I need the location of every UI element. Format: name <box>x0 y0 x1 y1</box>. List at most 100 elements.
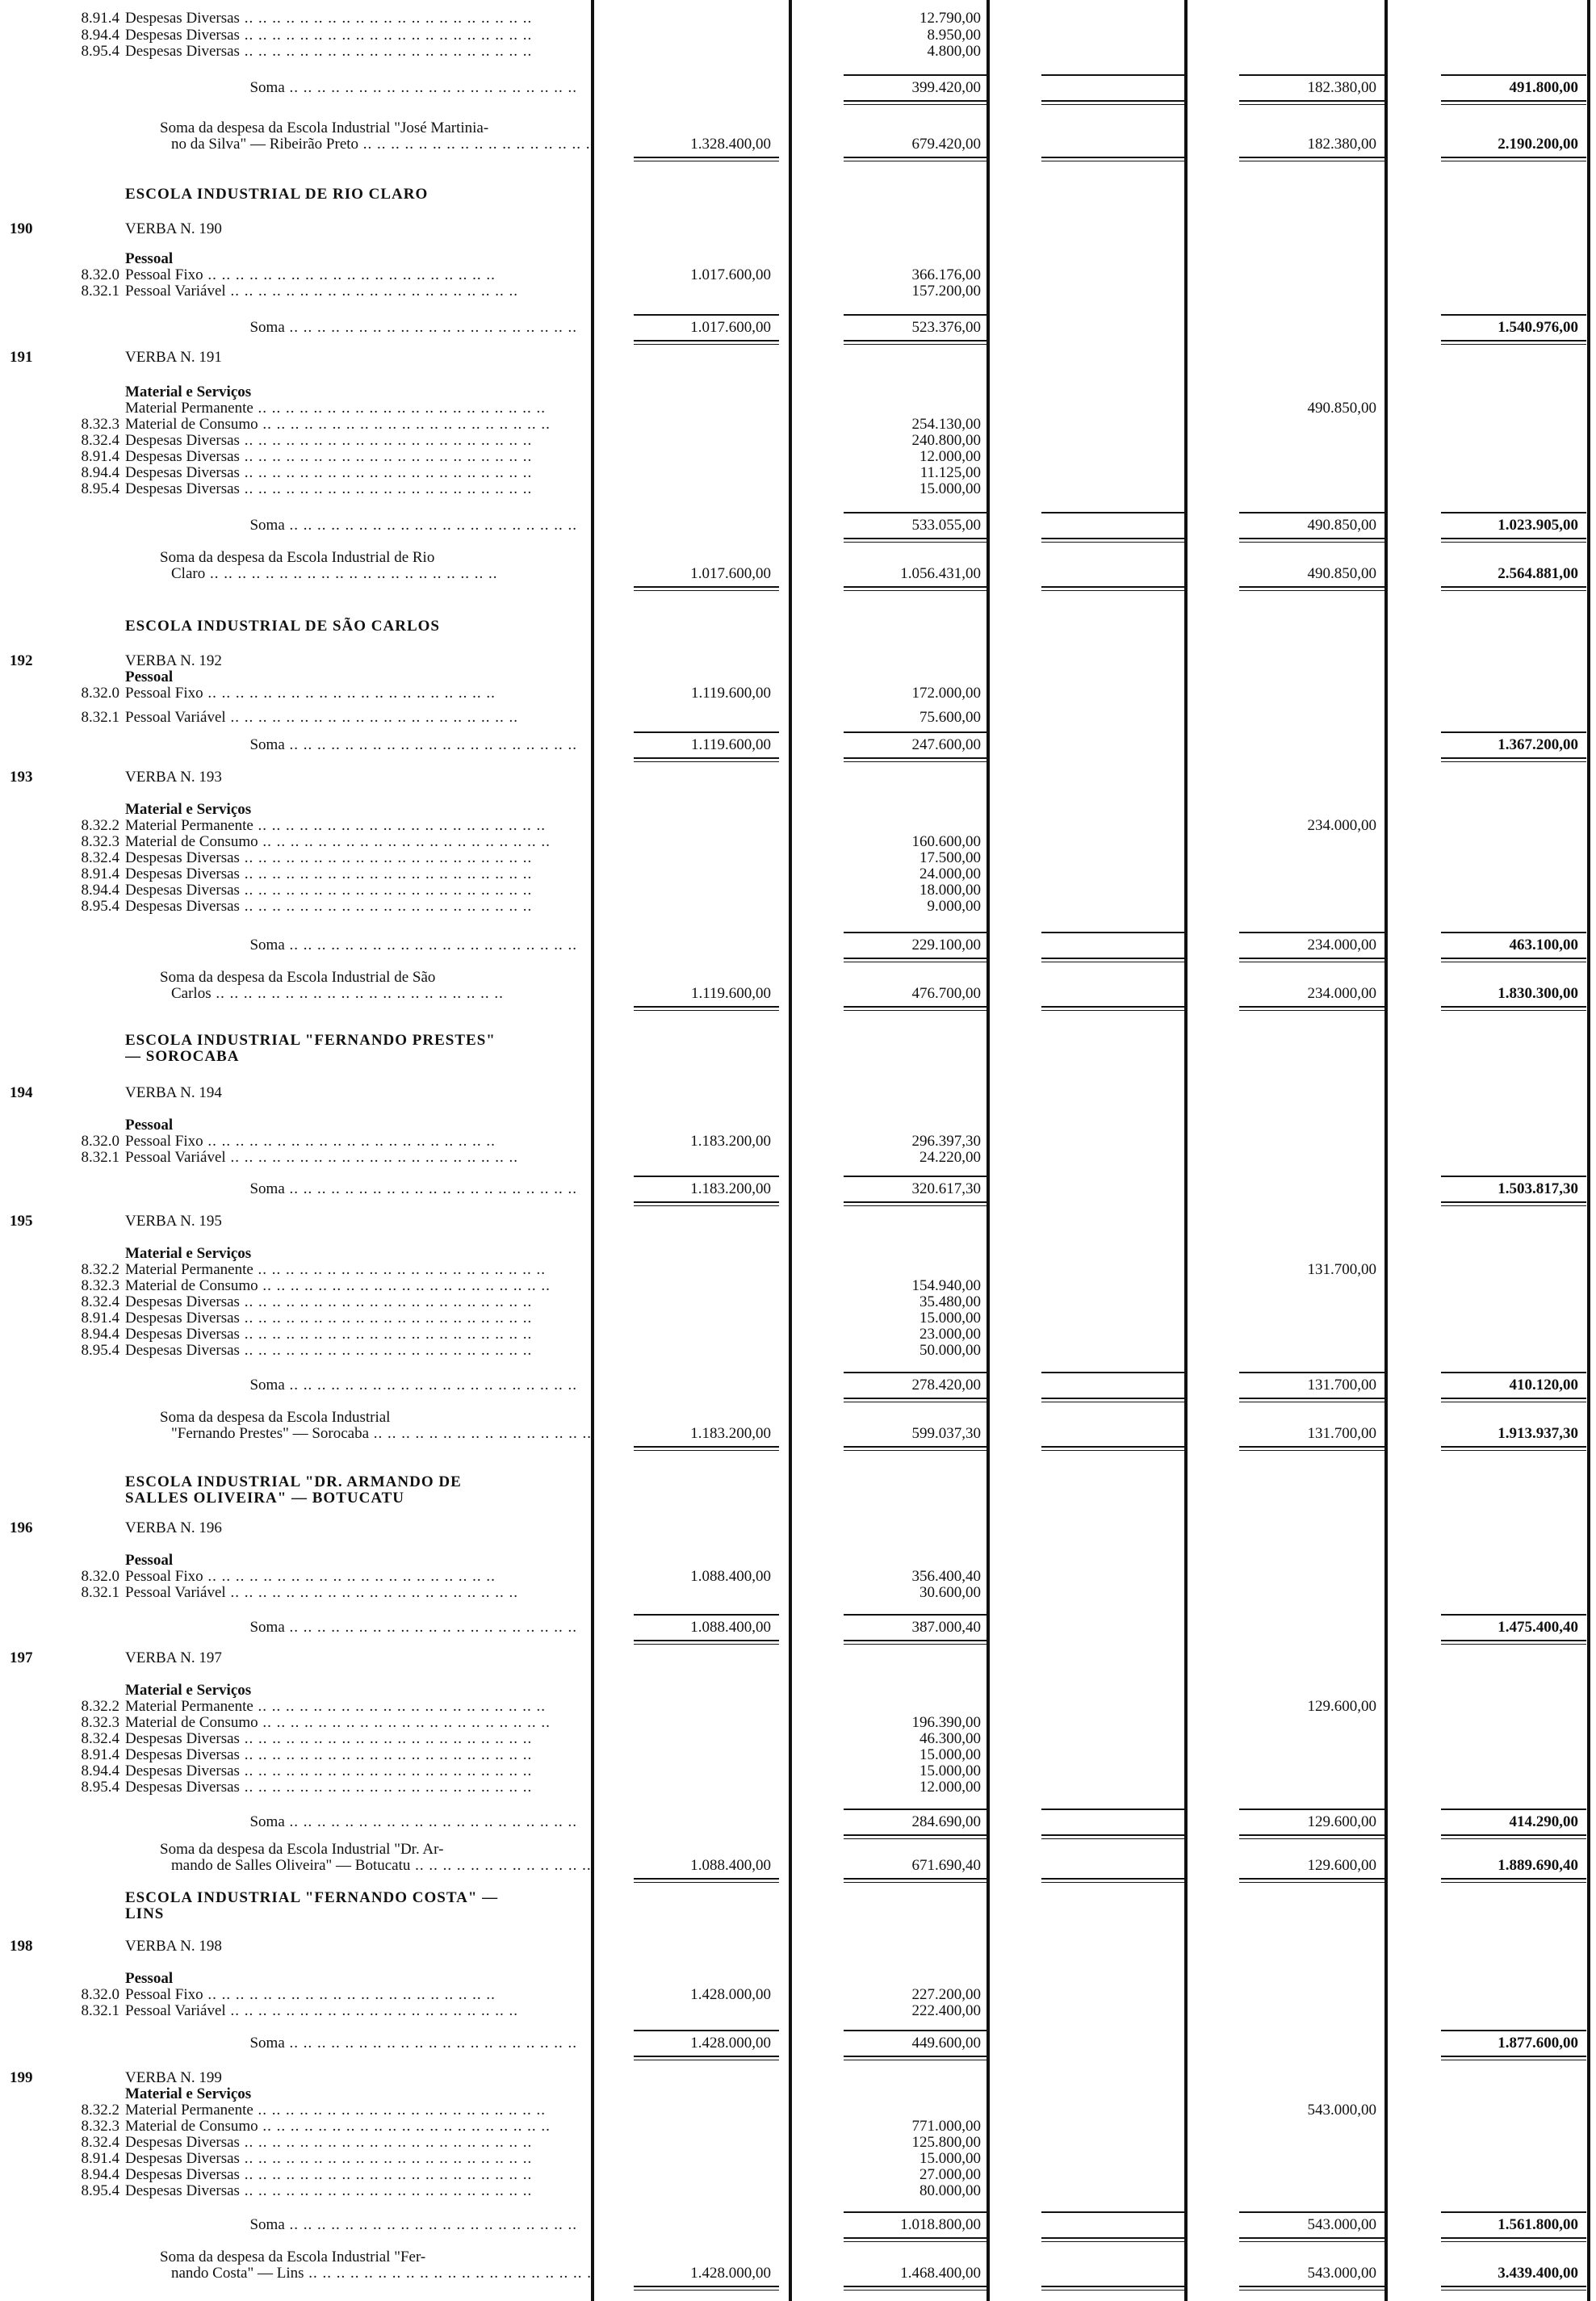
table-row-total: Soma da despesa da Escola Industrial de … <box>0 549 1596 582</box>
amount-c2: 229.100,00 <box>911 937 982 954</box>
amount-c2: 154.940,00 <box>911 1277 982 1294</box>
account-code: 8.95.4 <box>81 898 120 915</box>
table-row-item: 8.32.2 Material Permanente 543.000,00 <box>0 2102 1596 2119</box>
row-description: Material Permanente <box>125 400 585 417</box>
row-description: Pessoal Variável <box>125 1584 585 1602</box>
rule-line <box>1441 2286 1586 2291</box>
table-row-item: 8.94.4 Despesas Diversas 23.000,00 <box>0 1326 1596 1343</box>
row-description: Despesas Diversas <box>125 464 585 482</box>
table-row-item: 8.32.2 Material Permanente 234.000,00 <box>0 817 1596 835</box>
amount-c2: 50.000,00 <box>919 1342 981 1359</box>
table-row-item: 8.91.4 Despesas Diversas 12.790,00 <box>0 10 1596 27</box>
rule-line <box>844 538 989 543</box>
column-divider <box>1184 0 1188 2301</box>
row-description-continued: no da Silva" — Ribeirão Preto <box>171 136 591 153</box>
rule-line <box>844 2056 989 2060</box>
table-row-soma: Soma 1.017.600,00 523.376,00 1.540.976,00 <box>0 319 1596 337</box>
row-description: VERBA N. 193 <box>125 769 222 786</box>
row-description-continued: mando de Salles Oliveira" — Botucatu <box>171 1857 591 1875</box>
amount-c5: 491.800,00 <box>1509 79 1579 96</box>
rule-line <box>634 1640 779 1645</box>
amount-c2: 15.000,00 <box>919 1746 981 1763</box>
rule-line <box>1441 157 1586 161</box>
rule-line <box>844 1834 989 1839</box>
row-description-continued: Carlos <box>171 985 591 1003</box>
row-description: Soma <box>125 1619 587 1637</box>
rule-line <box>844 1006 989 1011</box>
amount-c2: 11.125,00 <box>919 464 981 481</box>
table-row-verba: 197 VERBA N. 197 <box>0 1649 1596 1667</box>
rule-line <box>634 314 779 316</box>
amount-c2: 80.000,00 <box>919 2182 981 2199</box>
account-code: 8.94.4 <box>81 2166 120 2183</box>
row-description: Soma da despesa da Escola Industrial "Dr… <box>160 1841 444 1858</box>
amount-c5: 1.877.600,00 <box>1498 2035 1578 2052</box>
rule-line <box>844 314 989 316</box>
amount-c2: 157.200,00 <box>911 283 982 300</box>
rule-line <box>1239 2286 1384 2291</box>
rule-line <box>634 757 779 762</box>
amount-c2: 284.690,00 <box>911 1813 982 1830</box>
account-code: 8.91.4 <box>81 10 120 27</box>
table-row-item: 8.32.0 Pessoal Fixo 1.428.000,00 227.200,00 <box>0 1986 1596 2004</box>
amount-c2: 449.600,00 <box>911 2035 982 2052</box>
verba-number: 194 <box>10 1084 33 1101</box>
amount-c5: 410.120,00 <box>1509 1377 1579 1394</box>
amount-c5: 1.830.300,00 <box>1498 985 1578 1002</box>
account-code: 8.95.4 <box>81 480 120 497</box>
rule-line <box>1041 1878 1187 1883</box>
rule-line <box>1239 1809 1384 1810</box>
row-description: ESCOLA INDUSTRIAL "DR. ARMANDO DE <box>125 1473 462 1490</box>
table-row-heading: ESCOLA INDUSTRIAL "FERNANDO PRESTES" — SO… <box>0 1032 1596 1065</box>
row-description: VERBA N. 190 <box>125 220 222 237</box>
amount-c2: 160.600,00 <box>911 833 982 850</box>
row-description: Soma da despesa da Escola Industrial de … <box>160 549 435 566</box>
verba-number: 199 <box>10 2069 33 2086</box>
table-row-item: 8.32.1 Pessoal Variável 75.600,00 <box>0 709 1596 727</box>
rule-line <box>634 1176 779 1177</box>
rule-line <box>1239 2237 1384 2242</box>
table-row-verba: 198 VERBA N. 198 <box>0 1938 1596 1955</box>
table-row-item: 8.32.4 Despesas Diversas 46.300,00 <box>0 1730 1596 1748</box>
amount-c4: 129.600,00 <box>1307 1698 1377 1715</box>
amount-c2: 240.800,00 <box>911 432 982 449</box>
amount-c2: 23.000,00 <box>919 1326 981 1343</box>
rule-line <box>844 757 989 762</box>
table-row-verba: 196 VERBA N. 196 <box>0 1519 1596 1537</box>
amount-c5: 463.100,00 <box>1509 937 1579 954</box>
verba-number: 197 <box>10 1649 33 1666</box>
row-description-continued: Claro <box>171 565 591 583</box>
row-description: Pessoal Fixo <box>125 1568 585 1586</box>
rule-line <box>844 2237 989 2242</box>
table-row-verba: 195 VERBA N. 195 <box>0 1213 1596 1230</box>
rule-line <box>1041 932 1187 933</box>
amount-c2: 523.376,00 <box>911 319 982 336</box>
verba-number: 195 <box>10 1213 33 1230</box>
amount-c2: 771.000,00 <box>911 2118 982 2135</box>
row-description: Despesas Diversas <box>125 27 585 44</box>
amount-c1: 1.428.000,00 <box>690 1986 771 2003</box>
rule-line <box>1239 1834 1384 1839</box>
rule-line <box>1239 586 1384 591</box>
rule-line <box>1041 1372 1187 1373</box>
row-description-continued: LINS <box>125 1905 165 1922</box>
amount-c2: 15.000,00 <box>919 1762 981 1779</box>
rule-line <box>844 2030 989 2031</box>
rule-line <box>1441 1398 1586 1402</box>
amount-c1: 1.017.600,00 <box>690 266 771 283</box>
rule-line <box>1041 538 1187 543</box>
rule-line <box>634 1006 779 1011</box>
row-description: Pessoal <box>125 1970 174 1987</box>
amount-c2: 599.037,30 <box>911 1425 982 1442</box>
table-row-item: 8.32.1 Pessoal Variável 222.400,00 <box>0 2002 1596 2020</box>
rule-line <box>1441 1176 1586 1177</box>
amount-c5: 1.889.690,40 <box>1498 1857 1578 1874</box>
rule-line <box>1239 157 1384 161</box>
row-description: ESCOLA INDUSTRIAL "FERNANDO PRESTES" <box>125 1032 496 1049</box>
rule-line <box>1239 1878 1384 1883</box>
amount-c2: 27.000,00 <box>919 2166 981 2183</box>
rule-line <box>1441 2237 1586 2242</box>
amount-c5: 1.540.976,00 <box>1498 319 1578 336</box>
row-description: Material e Serviços <box>125 801 252 818</box>
rule-line <box>634 586 779 591</box>
